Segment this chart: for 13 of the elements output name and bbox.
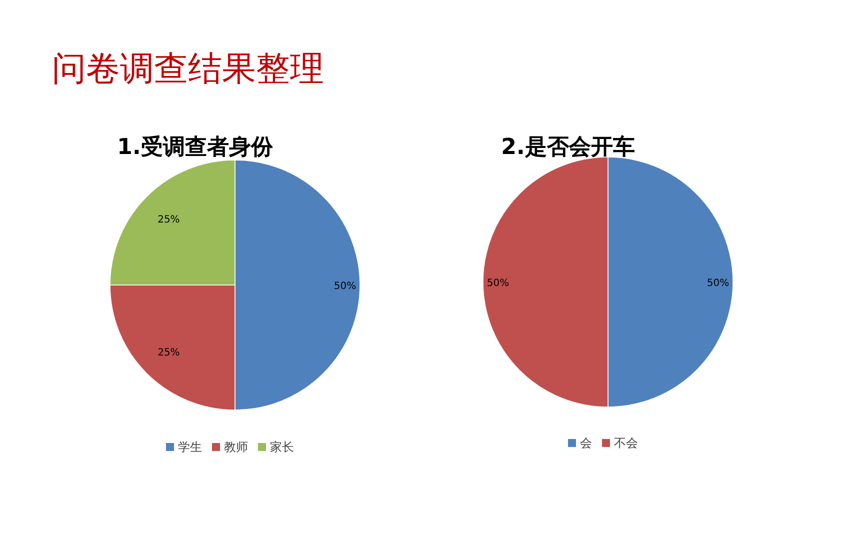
data-label: 25% (158, 347, 180, 358)
chart-title: 2.是否会开车 (501, 134, 635, 160)
data-label: 50% (486, 278, 510, 289)
legend-label: 家长 (270, 440, 294, 454)
legend-label: 不会 (614, 436, 638, 450)
legend-label: 学生 (178, 440, 202, 454)
legend-label: 教师 (224, 440, 248, 454)
chart-title: 1.受调查者身份 (117, 135, 274, 160)
legend-label: 会 (580, 436, 592, 450)
data-label: 50% (334, 281, 356, 292)
data-label: 25% (158, 214, 180, 226)
data-label: 50% (706, 278, 730, 289)
text: 问卷调查结果整理 (52, 49, 324, 89)
